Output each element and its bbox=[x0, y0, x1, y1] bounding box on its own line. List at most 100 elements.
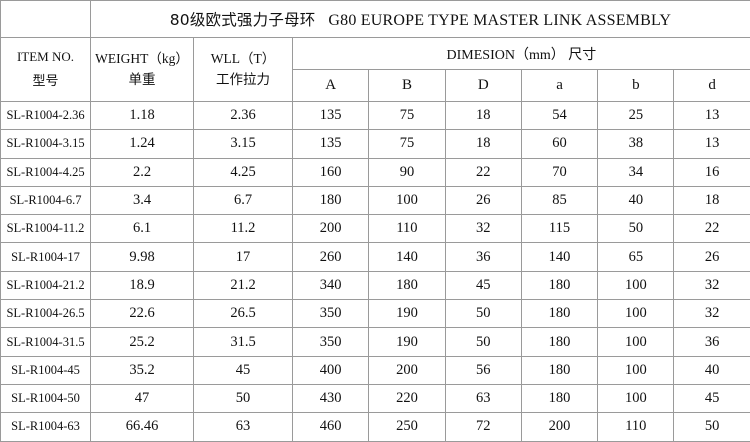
cell-item-no: SL-R1004-6.7 bbox=[1, 186, 91, 214]
cell-d: 13 bbox=[674, 102, 750, 130]
cell-wll: 63 bbox=[194, 413, 293, 441]
cell-D: 50 bbox=[445, 328, 521, 356]
table-header: 80级欧式强力子母环 G80 EUROPE TYPE MASTER LINK A… bbox=[1, 1, 750, 102]
header-dim-d: d bbox=[674, 70, 750, 102]
cell-D: 22 bbox=[445, 158, 521, 186]
cell-a: 60 bbox=[521, 130, 597, 158]
cell-item-no: SL-R1004-11.2 bbox=[1, 215, 91, 243]
header-wll-en: WLL（T） bbox=[196, 49, 290, 70]
cell-a: 180 bbox=[521, 384, 597, 412]
header-dimension-en: DIMESION（mm） bbox=[447, 48, 565, 63]
cell-b: 50 bbox=[598, 215, 674, 243]
cell-B: 110 bbox=[369, 215, 445, 243]
header-weight-en: WEIGHT（kg） bbox=[93, 49, 191, 70]
cell-b: 100 bbox=[598, 384, 674, 412]
cell-a: 70 bbox=[521, 158, 597, 186]
cell-A: 460 bbox=[293, 413, 369, 441]
cell-a: 140 bbox=[521, 243, 597, 271]
cell-B: 250 bbox=[369, 413, 445, 441]
cell-B: 190 bbox=[369, 300, 445, 328]
cell-B: 220 bbox=[369, 384, 445, 412]
cell-weight: 35.2 bbox=[91, 356, 194, 384]
table-title-cn: 80级欧式强力子母环 bbox=[170, 11, 316, 29]
header-wll-cn: 工作拉力 bbox=[196, 70, 290, 91]
cell-b: 25 bbox=[598, 102, 674, 130]
cell-weight: 3.4 bbox=[91, 186, 194, 214]
cell-A: 430 bbox=[293, 384, 369, 412]
cell-B: 75 bbox=[369, 102, 445, 130]
cell-wll: 31.5 bbox=[194, 328, 293, 356]
cell-a: 180 bbox=[521, 300, 597, 328]
cell-A: 350 bbox=[293, 300, 369, 328]
cell-D: 72 bbox=[445, 413, 521, 441]
cell-A: 135 bbox=[293, 102, 369, 130]
cell-a: 180 bbox=[521, 271, 597, 299]
cell-weight: 66.46 bbox=[91, 413, 194, 441]
cell-wll: 45 bbox=[194, 356, 293, 384]
header-wll: WLL（T） 工作拉力 bbox=[194, 38, 293, 102]
cell-B: 190 bbox=[369, 328, 445, 356]
cell-item-no: SL-R1004-31.5 bbox=[1, 328, 91, 356]
cell-D: 45 bbox=[445, 271, 521, 299]
header-dim-D: D bbox=[445, 70, 521, 102]
header-weight-cn: 单重 bbox=[93, 70, 191, 91]
cell-item-no: SL-R1004-63 bbox=[1, 413, 91, 441]
cell-b: 38 bbox=[598, 130, 674, 158]
header-row-primary: ITEM NO. 型号 WEIGHT（kg） 单重 WLL（T） 工作拉力 DI… bbox=[1, 38, 750, 70]
cell-b: 110 bbox=[598, 413, 674, 441]
header-item-no-en: ITEM NO. bbox=[3, 45, 88, 70]
cell-wll: 11.2 bbox=[194, 215, 293, 243]
cell-D: 56 bbox=[445, 356, 521, 384]
cell-a: 180 bbox=[521, 356, 597, 384]
cell-a: 115 bbox=[521, 215, 597, 243]
cell-item-no: SL-R1004-45 bbox=[1, 356, 91, 384]
cell-d: 45 bbox=[674, 384, 750, 412]
cell-weight: 1.24 bbox=[91, 130, 194, 158]
cell-b: 100 bbox=[598, 300, 674, 328]
cell-wll: 21.2 bbox=[194, 271, 293, 299]
cell-d: 18 bbox=[674, 186, 750, 214]
cell-B: 140 bbox=[369, 243, 445, 271]
header-weight: WEIGHT（kg） 单重 bbox=[91, 38, 194, 102]
cell-A: 350 bbox=[293, 328, 369, 356]
cell-d: 13 bbox=[674, 130, 750, 158]
cell-item-no: SL-R1004-3.15 bbox=[1, 130, 91, 158]
cell-b: 100 bbox=[598, 328, 674, 356]
cell-d: 50 bbox=[674, 413, 750, 441]
title-row: 80级欧式强力子母环 G80 EUROPE TYPE MASTER LINK A… bbox=[1, 1, 750, 38]
table-title: 80级欧式强力子母环 G80 EUROPE TYPE MASTER LINK A… bbox=[91, 1, 750, 38]
cell-wll: 26.5 bbox=[194, 300, 293, 328]
cell-D: 18 bbox=[445, 102, 521, 130]
cell-b: 100 bbox=[598, 356, 674, 384]
header-item-no: ITEM NO. 型号 bbox=[1, 38, 91, 102]
cell-D: 26 bbox=[445, 186, 521, 214]
cell-A: 180 bbox=[293, 186, 369, 214]
cell-a: 180 bbox=[521, 328, 597, 356]
cell-A: 400 bbox=[293, 356, 369, 384]
cell-wll: 4.25 bbox=[194, 158, 293, 186]
header-item-no-cn: 型号 bbox=[3, 70, 88, 95]
cell-d: 36 bbox=[674, 328, 750, 356]
cell-B: 100 bbox=[369, 186, 445, 214]
corner-blank-cell bbox=[1, 1, 91, 38]
cell-D: 36 bbox=[445, 243, 521, 271]
cell-D: 18 bbox=[445, 130, 521, 158]
cell-A: 135 bbox=[293, 130, 369, 158]
cell-weight: 22.6 bbox=[91, 300, 194, 328]
cell-wll: 6.7 bbox=[194, 186, 293, 214]
cell-D: 63 bbox=[445, 384, 521, 412]
cell-d: 40 bbox=[674, 356, 750, 384]
cell-weight: 6.1 bbox=[91, 215, 194, 243]
cell-A: 200 bbox=[293, 215, 369, 243]
cell-d: 22 bbox=[674, 215, 750, 243]
